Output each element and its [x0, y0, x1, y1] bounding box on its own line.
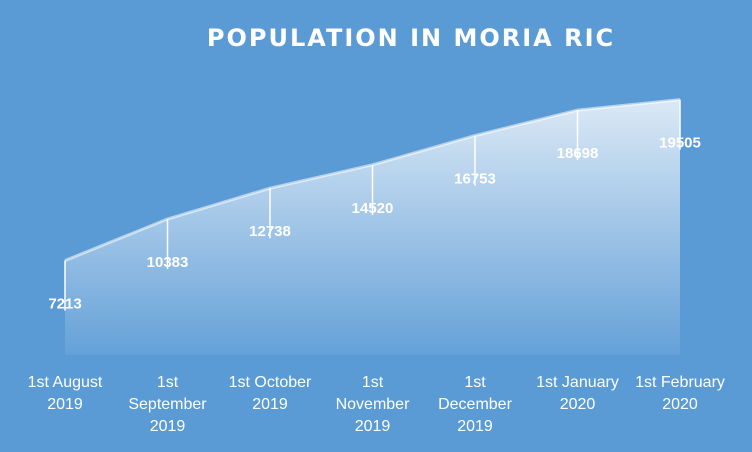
x-tick-label: 1st October 2019 [229, 374, 312, 413]
data-label: 16753 [454, 171, 496, 188]
plot-area: 7213 10383 12738 14520 16753 18698 19505 [48, 98, 701, 355]
data-label: 18698 [557, 145, 599, 162]
chart-title: POPULATION IN MORIA RIC [207, 24, 615, 52]
data-label: 7213 [48, 296, 81, 313]
x-axis-tick-labels: 1st August 2019 1st September 2019 1st Octobe… [28, 374, 725, 435]
population-area [65, 99, 680, 355]
x-tick-label: 1st September 2019 [128, 374, 207, 435]
data-label: 19505 [659, 135, 701, 152]
x-tick-label: 1st February 2020 [635, 374, 725, 413]
x-tick-label: 1st December 2019 [438, 374, 512, 435]
x-tick-label: 1st January 2020 [536, 374, 619, 413]
data-label: 12738 [249, 223, 291, 240]
x-tick-label: 1st November 2019 [336, 374, 410, 435]
x-tick-label: 1st August 2019 [28, 374, 103, 413]
data-label: 10383 [147, 254, 189, 271]
data-label: 14520 [352, 200, 394, 217]
